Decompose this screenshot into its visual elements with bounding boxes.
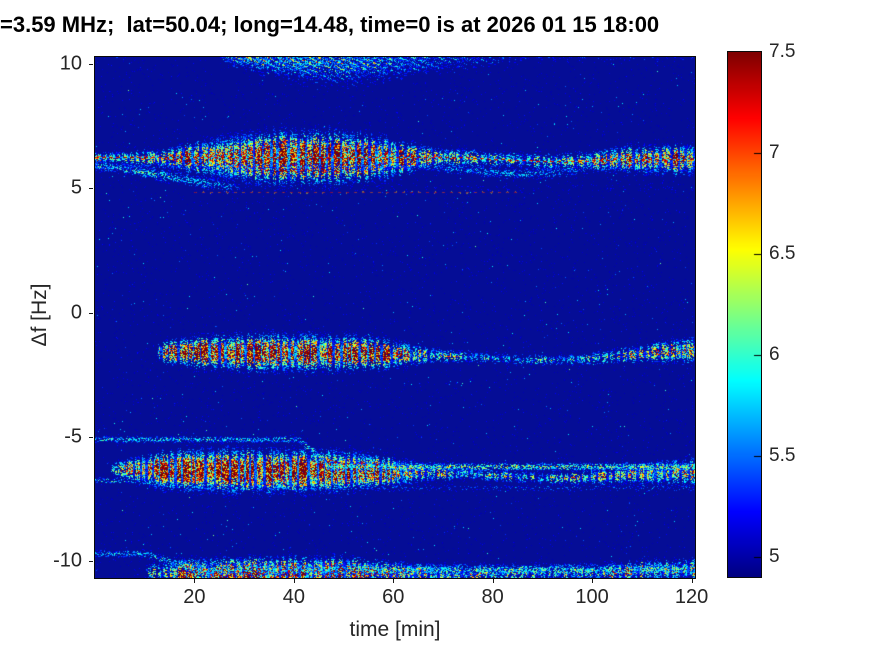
axis-tick-mark: [393, 579, 395, 583]
colorbar-tick-label: 6.5: [769, 242, 796, 264]
y-tick-label: -10: [53, 549, 82, 572]
y-tick-label: 0: [70, 301, 82, 324]
colorbar: [727, 51, 762, 578]
colorbar-tick-label: 7.5: [769, 41, 796, 62]
y-tick-label: -5: [64, 425, 82, 448]
plot-area: [94, 56, 696, 579]
axis-tick-mark: [592, 579, 594, 583]
axis-tick-mark: [89, 188, 93, 190]
axis-tick-mark: [89, 560, 93, 562]
colorbar-tick-label: 5.5: [769, 444, 796, 466]
x-tick-label: 40: [282, 586, 305, 608]
colorbar-gradient-canvas: [728, 52, 761, 577]
colorbar-tick-label: 5: [769, 545, 780, 567]
x-tick-label: 120: [674, 586, 709, 608]
x-axis-label: time [min]: [349, 618, 441, 641]
spectrogram-canvas: [95, 57, 695, 578]
x-tick-label: 20: [183, 586, 206, 608]
axis-tick-mark: [194, 579, 196, 583]
colorbar-tick-label: 7: [769, 141, 780, 163]
y-tick-label: 10: [59, 52, 82, 75]
figure-title: =3.59 MHz; lat=50.04; long=14.48, time=0…: [0, 12, 660, 37]
colorbar-tick-label: 6: [769, 343, 780, 365]
axis-tick-mark: [691, 579, 693, 583]
x-tick-label: 60: [382, 586, 405, 608]
x-tick-label: 100: [575, 586, 609, 608]
y-axis-label: Δf [Hz]: [28, 283, 51, 347]
y-tick-label: 5: [70, 176, 82, 199]
axis-tick-mark: [293, 579, 295, 583]
axis-tick-mark: [492, 579, 494, 583]
axis-tick-mark: [89, 64, 93, 66]
axis-tick-mark: [89, 436, 93, 438]
axis-tick-mark: [89, 312, 93, 314]
x-tick-label: 80: [481, 586, 504, 608]
